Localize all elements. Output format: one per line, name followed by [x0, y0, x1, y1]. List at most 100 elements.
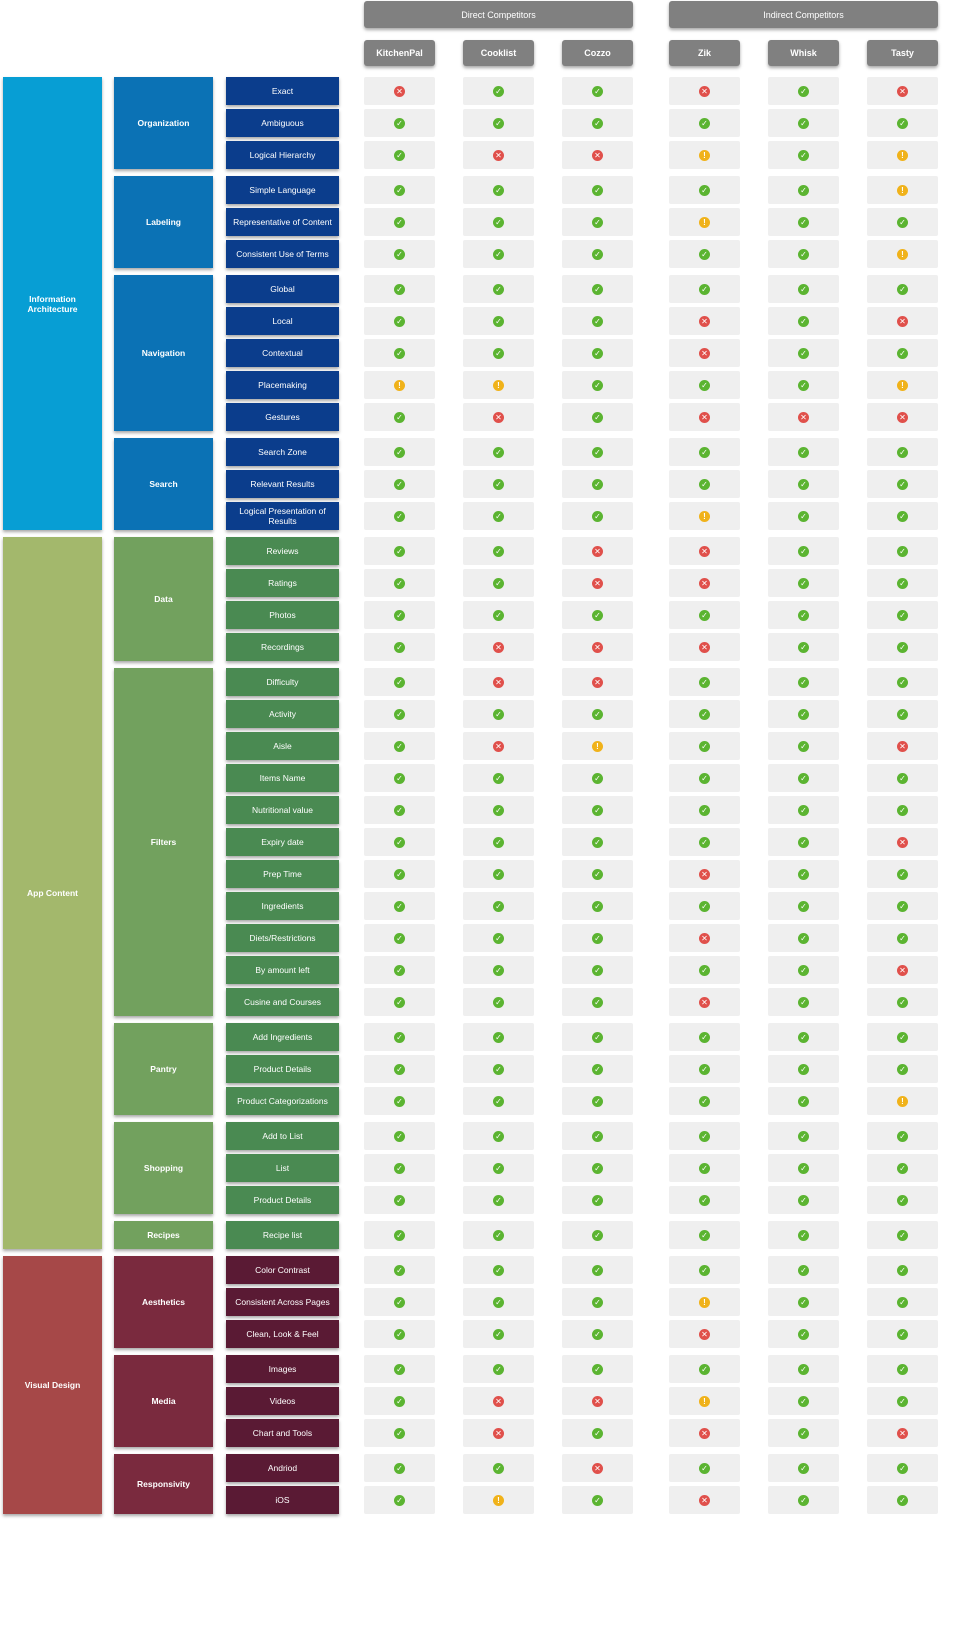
rating-cell: ✕	[669, 1320, 740, 1348]
rating-cell: ✓	[463, 240, 534, 268]
rating-cell: ✕	[867, 307, 938, 335]
rating-cell: !	[867, 176, 938, 204]
check-icon: ✓	[897, 1031, 908, 1043]
check-icon: ✓	[592, 478, 603, 490]
check-icon: ✓	[798, 772, 809, 784]
category-label: Responsivity	[114, 1454, 213, 1514]
check-icon: ✓	[897, 900, 908, 912]
rating-cell: ✓	[463, 438, 534, 466]
rating-cell: ✓	[669, 1122, 740, 1150]
cross-icon: ✕	[493, 1427, 504, 1439]
rating-cell: ✕	[669, 307, 740, 335]
check-icon: ✓	[699, 184, 710, 196]
criterion-label: Exact	[226, 77, 339, 105]
check-icon: ✓	[394, 1229, 405, 1241]
rating-cell: ✕	[463, 633, 534, 661]
check-icon: ✓	[394, 1095, 405, 1107]
rating-cell: ✓	[768, 924, 839, 952]
rating-cell: ✓	[364, 1355, 435, 1383]
check-icon: ✓	[798, 577, 809, 589]
rating-cell: ✓	[867, 988, 938, 1016]
rating-cell: ✓	[669, 470, 740, 498]
check-icon: ✓	[493, 545, 504, 557]
rating-cell: ✓	[562, 1486, 633, 1514]
warning-icon: !	[493, 1494, 504, 1506]
criterion-label: Product Categorizations	[226, 1087, 339, 1115]
rating-cell: !	[867, 1087, 938, 1115]
check-icon: ✓	[699, 478, 710, 490]
check-icon: ✓	[798, 248, 809, 260]
criterion-label: Local	[226, 307, 339, 335]
check-icon: ✓	[592, 804, 603, 816]
check-icon: ✓	[699, 1130, 710, 1142]
rating-cell: ✕	[364, 77, 435, 105]
rating-cell: ✓	[768, 109, 839, 137]
rating-cell: ✓	[463, 502, 534, 530]
check-icon: ✓	[592, 347, 603, 359]
criterion-label: Diets/Restrictions	[226, 924, 339, 952]
rating-cell: ✓	[867, 1320, 938, 1348]
check-icon: ✓	[798, 510, 809, 522]
check-icon: ✓	[798, 740, 809, 752]
cross-icon: ✕	[493, 740, 504, 752]
rating-cell: ✕	[768, 403, 839, 431]
rating-cell: ✓	[364, 956, 435, 984]
check-icon: ✓	[592, 1328, 603, 1340]
rating-cell: ✓	[364, 470, 435, 498]
criterion-label: iOS	[226, 1486, 339, 1514]
warning-icon: !	[699, 510, 710, 522]
rating-cell: ✓	[768, 1023, 839, 1051]
check-icon: ✓	[394, 1031, 405, 1043]
criterion-label: Andriod	[226, 1454, 339, 1482]
check-icon: ✓	[897, 676, 908, 688]
check-icon: ✓	[699, 248, 710, 260]
criterion-label: Simple Language	[226, 176, 339, 204]
check-icon: ✓	[592, 117, 603, 129]
rating-cell: ✓	[867, 1288, 938, 1316]
check-icon: ✓	[798, 609, 809, 621]
rating-cell: !	[562, 732, 633, 760]
rating-cell: ✓	[562, 176, 633, 204]
rating-cell: ✓	[562, 275, 633, 303]
warning-icon: !	[394, 379, 405, 391]
rating-cell: ✓	[867, 668, 938, 696]
check-icon: ✓	[394, 315, 405, 327]
category-label: Navigation	[114, 275, 213, 431]
check-icon: ✓	[897, 1395, 908, 1407]
check-icon: ✓	[699, 804, 710, 816]
rating-cell: ✓	[768, 796, 839, 824]
rating-cell: ✓	[364, 307, 435, 335]
rating-cell: ✕	[669, 77, 740, 105]
check-icon: ✓	[699, 900, 710, 912]
check-icon: ✓	[493, 347, 504, 359]
criterion-label: Activity	[226, 700, 339, 728]
cross-icon: ✕	[699, 545, 710, 557]
check-icon: ✓	[394, 117, 405, 129]
rating-cell: ✓	[562, 438, 633, 466]
check-icon: ✓	[493, 1229, 504, 1241]
criterion-label: Product Details	[226, 1055, 339, 1083]
rating-cell: ✓	[562, 1055, 633, 1083]
check-icon: ✓	[592, 283, 603, 295]
rating-cell: ✓	[364, 601, 435, 629]
rating-cell: ✕	[867, 77, 938, 105]
rating-cell: ✕	[669, 860, 740, 888]
check-icon: ✓	[493, 1296, 504, 1308]
check-icon: ✓	[798, 641, 809, 653]
check-icon: ✓	[798, 804, 809, 816]
check-icon: ✓	[493, 1130, 504, 1142]
check-icon: ✓	[798, 216, 809, 228]
rating-cell: ✓	[463, 470, 534, 498]
rating-cell: ✓	[768, 1387, 839, 1415]
rating-cell: ✕	[669, 1486, 740, 1514]
check-icon: ✓	[394, 283, 405, 295]
check-icon: ✓	[592, 510, 603, 522]
rating-cell: ✓	[768, 988, 839, 1016]
rating-cell: ✓	[463, 208, 534, 236]
rating-cell: ✓	[669, 732, 740, 760]
criterion-label: Color Contrast	[226, 1256, 339, 1284]
check-icon: ✓	[394, 996, 405, 1008]
check-icon: ✓	[699, 1462, 710, 1474]
rating-cell: !	[669, 208, 740, 236]
check-icon: ✓	[394, 1264, 405, 1276]
